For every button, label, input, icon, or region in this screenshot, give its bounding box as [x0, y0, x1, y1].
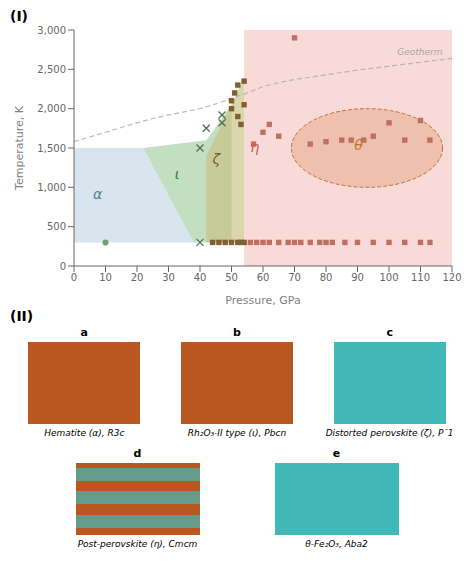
- svg-text:120: 120: [442, 272, 461, 283]
- svg-text:50: 50: [225, 272, 238, 283]
- html-text:(II): (II): [10, 308, 34, 324]
- svg-text:500: 500: [47, 221, 66, 232]
- svg-text:110: 110: [411, 272, 430, 283]
- svg-text:θ: θ: [354, 137, 363, 153]
- html-text:Distorted perovskite (ζ), P¯1: Distorted perovskite (ζ), P¯1: [325, 428, 454, 438]
- html-text:Hematite (α), R3c: Hematite (α), R3c: [44, 428, 125, 438]
- html-text:Rh₂O₃-II type (ι), Pbcn: Rh₂O₃-II type (ι), Pbcn: [187, 428, 287, 438]
- html-text:b: b: [233, 326, 241, 339]
- svg-text:100: 100: [379, 272, 398, 283]
- svg-text:70: 70: [288, 272, 301, 283]
- svg-text:60: 60: [257, 272, 270, 283]
- html-text:a: a: [80, 326, 88, 339]
- svg-text:0: 0: [60, 261, 66, 272]
- svg-text:Geotherm: Geotherm: [397, 47, 442, 57]
- html-text:c: c: [386, 326, 393, 339]
- svg-text:90: 90: [351, 272, 364, 283]
- html-text:Post-perovskite (η), Cmcm: Post-perovskite (η), Cmcm: [77, 538, 198, 549]
- svg-text:Pressure, GPa: Pressure, GPa: [225, 294, 300, 307]
- svg-text:40: 40: [194, 272, 207, 283]
- html-text:θ-Fe₂O₃, Aba2: θ-Fe₂O₃, Aba2: [305, 538, 368, 549]
- svg-text:80: 80: [320, 272, 333, 283]
- svg-text:ζ: ζ: [212, 151, 222, 167]
- svg-text:10: 10: [99, 272, 112, 283]
- svg-text:ι: ι: [175, 166, 180, 182]
- svg-text:1,000: 1,000: [37, 182, 66, 193]
- svg-text:2,500: 2,500: [37, 64, 66, 75]
- html-text:e: e: [332, 446, 341, 460]
- svg-text:α: α: [93, 186, 103, 202]
- svg-text:1,500: 1,500: [37, 143, 66, 154]
- svg-text:2,000: 2,000: [37, 103, 66, 114]
- svg-text:η: η: [250, 139, 259, 155]
- svg-text:Temperature, K: Temperature, K: [13, 105, 26, 191]
- html-text:(I): (I): [10, 8, 28, 24]
- svg-text:0: 0: [71, 272, 77, 283]
- html-text:d: d: [133, 446, 142, 460]
- svg-text:30: 30: [162, 272, 175, 283]
- svg-text:3,000: 3,000: [37, 25, 66, 36]
- svg-text:20: 20: [131, 272, 144, 283]
